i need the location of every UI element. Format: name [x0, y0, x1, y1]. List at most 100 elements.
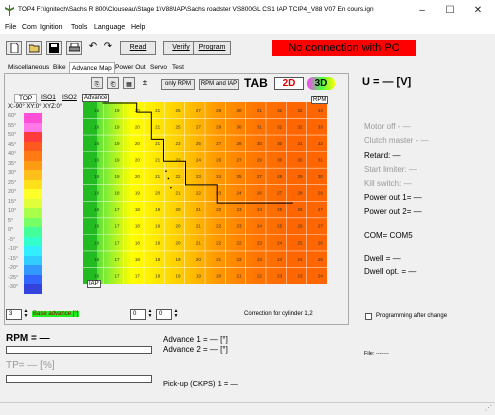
map-cell-value: 28 — [298, 191, 304, 196]
program-button[interactable]: Program — [193, 41, 231, 55]
fill-icon: ▦ — [126, 82, 132, 88]
tab-view-button[interactable]: TAB — [244, 76, 268, 90]
menu-tools[interactable]: Tools — [71, 24, 88, 31]
plus-minus-icon: ± — [142, 78, 148, 87]
paste-button[interactable]: ⎗ — [107, 77, 119, 89]
print-button[interactable] — [66, 41, 82, 55]
advance-axis-label: Advance — [82, 94, 110, 102]
tab-test[interactable]: Test — [172, 64, 184, 71]
legend-swatch — [24, 141, 42, 152]
spinner-value-2[interactable]: 0 — [130, 309, 146, 320]
menu-com[interactable]: Com — [22, 24, 37, 31]
save-button[interactable] — [46, 41, 62, 55]
redo-icon: ↷ — [103, 41, 113, 52]
programming-after-change-checkbox[interactable] — [365, 313, 372, 320]
map-cell-value: 17 — [115, 273, 121, 278]
map-cell-value: 27 — [318, 224, 324, 229]
copy-icon: ⎘ — [94, 82, 100, 88]
spinner-arrows-3[interactable]: ▲ ▼ — [173, 308, 179, 319]
pickup-readout: Pick-up (CKPS) 1 = — — [163, 379, 238, 388]
resize-grip-icon[interactable]: ⋰ — [485, 405, 492, 412]
tab-power-out[interactable]: Power Out — [115, 64, 146, 71]
map-cell-value: 23 — [216, 191, 222, 196]
map-cell-value: 25 — [196, 141, 202, 146]
map-cell-value: 17 — [115, 257, 121, 262]
adjust-button[interactable]: ± — [139, 77, 151, 89]
map-cell-value: 16 — [94, 273, 100, 278]
view-tab-iso2[interactable]: ISO2 — [62, 94, 77, 101]
open-file-button[interactable] — [26, 41, 42, 55]
menu-ignition[interactable]: Ignition — [40, 24, 63, 31]
base-advance-label: Base advance [°] — [32, 311, 80, 317]
map-cell-value: 24 — [277, 240, 283, 245]
map-cell-value: 24 — [216, 174, 222, 179]
map-cell-value: 22 — [216, 224, 222, 229]
map-cell-value: 24 — [318, 273, 324, 278]
map-cell-value: 19 — [155, 224, 161, 229]
view-tab-top[interactable]: TOP — [14, 94, 38, 103]
maximize-button[interactable]: ☐ — [445, 5, 455, 16]
spinner-arrows-1[interactable]: ▲ ▼ — [23, 308, 29, 319]
tab-miscellaneous[interactable]: Miscellaneous — [8, 64, 50, 71]
minimize-button[interactable]: – — [419, 5, 425, 16]
map-cell-value: 19 — [115, 124, 121, 129]
window-title: TOP4 F:\Ignitech\Sachs R 800\Clouseau\St… — [18, 6, 374, 13]
menu-file[interactable]: File — [5, 24, 17, 31]
view-tab-iso1[interactable]: ISO1 — [41, 94, 56, 101]
map-cell-value: 23 — [298, 273, 304, 278]
menu-help[interactable]: Help — [131, 24, 146, 31]
spinner-arrows-2[interactable]: ▲ ▼ — [147, 308, 153, 319]
map-cell-value: 23 — [196, 174, 202, 179]
tab-servo[interactable]: Servo — [150, 64, 167, 71]
map-cell-value: 22 — [216, 207, 222, 212]
map-cell-value: 29 — [257, 158, 263, 163]
map-cell-value: 19 — [115, 141, 121, 146]
map-cell-value: 21 — [196, 207, 202, 212]
legend-swatch — [24, 160, 42, 171]
map-cell-value: 20 — [176, 224, 182, 229]
trace-point — [170, 186, 172, 189]
map-cell-value: 16 — [94, 240, 100, 245]
map-cell-value: 33 — [318, 108, 324, 113]
read-button[interactable]: Read — [120, 41, 156, 55]
tab-advance-map[interactable]: Advance Map — [69, 62, 115, 74]
rpm-and-iap-button[interactable]: RPM and IAP — [199, 79, 239, 90]
map-cell-value: 24 — [257, 224, 263, 229]
map-cell-value: 21 — [196, 240, 202, 245]
view-2d-button[interactable]: 2D — [274, 77, 304, 90]
map-cell-value: 27 — [196, 124, 202, 129]
retard-status: Retard: — — [364, 151, 401, 160]
map-cell-value: 18 — [135, 207, 141, 212]
undo-button[interactable]: ↶ — [86, 41, 100, 55]
verify-button[interactable]: Verify — [163, 41, 199, 55]
power-out-1-status: Power out 1= — — [364, 193, 422, 202]
redo-button[interactable]: ↷ — [101, 41, 115, 55]
legend-label: 25° — [8, 179, 17, 186]
legend-swatch — [24, 227, 42, 238]
menu-language[interactable]: Language — [94, 24, 126, 31]
map-cell-value: 25 — [277, 224, 283, 229]
map-cell-value: 21 — [155, 108, 161, 113]
new-file-button[interactable] — [6, 41, 22, 55]
legend-label: -25° — [8, 274, 19, 281]
close-button[interactable]: ✕ — [473, 5, 483, 16]
spinner-value-1[interactable]: 3 — [6, 309, 22, 320]
map-cell-value: 26 — [216, 158, 222, 163]
view-3d-button[interactable]: 3D — [307, 77, 335, 90]
dwell-status: Dwell = — — [364, 254, 401, 263]
spinner-value-3[interactable]: 0 — [156, 309, 172, 320]
map-cell-value: 25 — [298, 240, 304, 245]
legend-swatch — [24, 151, 42, 162]
fill-button[interactable]: ▦ — [123, 77, 135, 89]
rpm-readout: RPM = — — [6, 333, 50, 344]
copy-button[interactable]: ⎘ — [91, 77, 103, 89]
tab-bike[interactable]: Bike — [53, 64, 66, 71]
clutch-master-status: Clutch master - — — [364, 136, 429, 145]
kill-switch-status: Kill switch: — — [364, 179, 412, 188]
correction-label: Correction for cylinder 1,2 — [244, 311, 313, 317]
only-rpm-button[interactable]: only RPM — [161, 79, 195, 90]
map-cell-value: 23 — [237, 207, 243, 212]
map-cell-value: 21 — [155, 174, 161, 179]
map-cell-value: 32 — [298, 124, 304, 129]
map-cell-value: 19 — [115, 158, 121, 163]
